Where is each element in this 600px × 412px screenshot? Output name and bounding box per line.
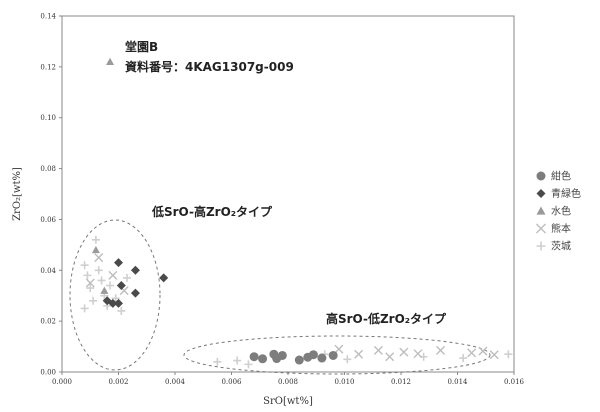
y-tick-label: 0.14: [40, 13, 56, 21]
data-point-plus: [80, 261, 89, 270]
legend-label: 茨城: [551, 240, 571, 253]
y-tick-label: 0.12: [40, 63, 56, 71]
x-tick-label: 0.016: [504, 378, 525, 386]
x-tick-label: 0.010: [334, 378, 354, 386]
data-point-plus: [91, 235, 100, 244]
data-point-x: [373, 345, 383, 355]
sample-id-label: 資料番号：4KAG1307g-009: [125, 59, 294, 74]
legend-label: 熊本: [551, 222, 571, 235]
high-sro-cluster-ellipse: [183, 335, 491, 375]
data-point-diamond: [114, 298, 123, 308]
x-tick-label: 0.006: [221, 378, 242, 386]
data-point-diamond: [114, 258, 123, 268]
y-axis-title: ZrO₂[wt%]: [12, 167, 23, 221]
data-point-plus: [83, 271, 92, 280]
data-point-circle: [277, 350, 287, 360]
data-point-plus: [244, 360, 253, 369]
data-point-circle: [249, 352, 259, 362]
data-point-x: [436, 345, 446, 355]
data-point-plus: [97, 276, 106, 285]
data-point-circle: [317, 353, 327, 363]
legend-marker-circle: [536, 171, 546, 181]
x-tick-label: 0.004: [165, 378, 186, 386]
data-points: [80, 57, 513, 369]
data-point-plus: [122, 273, 131, 282]
data-point-x: [478, 346, 488, 356]
data-point-plus: [80, 304, 89, 313]
x-tick-label: 0.012: [391, 378, 411, 386]
legend-marker-diamond: [536, 189, 546, 198]
x-tick-label: 0.000: [52, 378, 72, 386]
legend-label: 紺色: [551, 170, 571, 183]
data-point-circle: [328, 350, 338, 360]
data-point-x: [334, 344, 344, 354]
data-point-triangle: [91, 245, 100, 254]
data-point-circle: [308, 350, 318, 360]
data-point-x: [354, 349, 364, 359]
y-tick-label: 0.10: [40, 114, 56, 122]
data-point-triangle: [106, 57, 115, 65]
data-point-plus: [89, 296, 98, 305]
y-axis-ticks: 0.00 0.02 0.04 0.06 0.08 0.10 0.12 0.14: [40, 13, 62, 377]
legend-marker-triangle: [536, 206, 546, 215]
data-point-plus: [111, 294, 120, 303]
x-tick-label: 0.014: [447, 378, 468, 386]
legend-label: 青緑色: [551, 187, 581, 200]
legend-marker-plus: [536, 241, 546, 251]
data-point-x: [85, 278, 95, 288]
legend-label: 水色: [551, 205, 571, 218]
legend-marker-x: [536, 223, 546, 234]
data-point-diamond: [116, 281, 126, 291]
data-point-diamond: [159, 273, 169, 283]
data-point-plus: [86, 284, 95, 293]
y-tick-label: 0.08: [40, 165, 56, 173]
data-point-x: [108, 270, 118, 280]
data-point-triangle: [100, 286, 109, 294]
data-point-diamond: [130, 265, 140, 275]
x-axis-title: SrO[wt%]: [263, 396, 313, 407]
data-point-circle: [258, 354, 268, 364]
data-point-diamond: [130, 288, 140, 298]
data-point-plus: [233, 356, 242, 365]
data-point-x: [94, 253, 104, 263]
low-sro-group-label: 低SrO-高ZrO₂タイプ: [151, 204, 273, 219]
y-tick-label: 0.06: [40, 216, 56, 224]
data-point-circle: [294, 355, 304, 365]
data-point-x: [399, 347, 409, 357]
data-point-plus: [459, 354, 468, 363]
sample-site-label: 堂園B: [125, 39, 158, 54]
data-point-plus: [343, 355, 352, 364]
data-point-plus: [504, 350, 513, 359]
y-tick-label: 0.04: [40, 267, 56, 275]
y-tick-label: 0.02: [40, 318, 56, 326]
data-point-x: [413, 349, 423, 359]
high-sro-group-label: 高SrO-低ZrO₂タイプ: [326, 311, 447, 326]
low-sro-cluster-ellipse: [69, 219, 161, 371]
data-point-diamond: [108, 298, 118, 308]
data-point-plus: [117, 306, 126, 315]
data-point-plus: [106, 281, 115, 290]
y-tick-label: 0.00: [40, 369, 56, 377]
data-point-x: [467, 348, 477, 358]
data-point-plus: [213, 357, 222, 366]
data-point-x: [489, 350, 499, 360]
x-tick-label: 0.008: [278, 378, 298, 386]
x-axis-ticks: 0.000 0.002 0.004 0.006 0.008 0.010 0.012 0.014…: [52, 372, 525, 386]
data-point-plus: [94, 266, 103, 275]
x-tick-label: 0.002: [108, 378, 128, 386]
data-point-x: [385, 352, 395, 362]
